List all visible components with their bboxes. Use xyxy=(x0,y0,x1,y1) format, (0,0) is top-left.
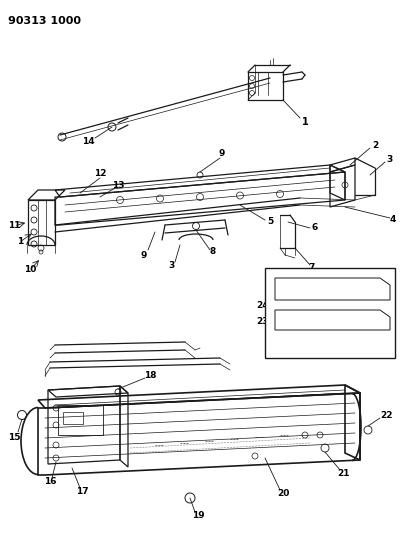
Text: 21: 21 xyxy=(337,470,349,479)
Text: 1: 1 xyxy=(17,238,23,246)
Text: 19: 19 xyxy=(191,512,204,521)
Bar xyxy=(58,405,103,435)
Text: 6: 6 xyxy=(311,223,317,232)
Text: 7: 7 xyxy=(308,263,314,272)
Text: 15: 15 xyxy=(8,433,20,442)
Text: 12: 12 xyxy=(93,169,106,179)
Text: 5: 5 xyxy=(266,217,272,227)
Text: 9: 9 xyxy=(140,251,147,260)
Text: 3: 3 xyxy=(168,262,175,271)
Text: 9: 9 xyxy=(218,149,225,158)
Text: 13: 13 xyxy=(111,181,124,190)
Text: 11: 11 xyxy=(8,222,20,230)
Text: 16: 16 xyxy=(44,478,56,487)
Text: 24: 24 xyxy=(256,301,269,310)
Text: 14: 14 xyxy=(81,138,94,147)
Bar xyxy=(264,268,394,358)
Text: 10: 10 xyxy=(24,265,36,274)
Text: 4: 4 xyxy=(389,215,395,224)
Text: 8: 8 xyxy=(209,247,216,256)
Text: 18: 18 xyxy=(144,370,156,379)
Text: +: + xyxy=(273,352,279,358)
Text: 23: 23 xyxy=(256,318,269,327)
Text: 90313 1000: 90313 1000 xyxy=(8,16,81,26)
Text: 20: 20 xyxy=(276,489,288,498)
Text: 22: 22 xyxy=(380,410,392,419)
Text: 17: 17 xyxy=(75,488,88,497)
Text: 3: 3 xyxy=(386,156,392,165)
Text: 2: 2 xyxy=(371,141,377,149)
Text: 1: 1 xyxy=(301,117,308,127)
Bar xyxy=(63,412,83,424)
